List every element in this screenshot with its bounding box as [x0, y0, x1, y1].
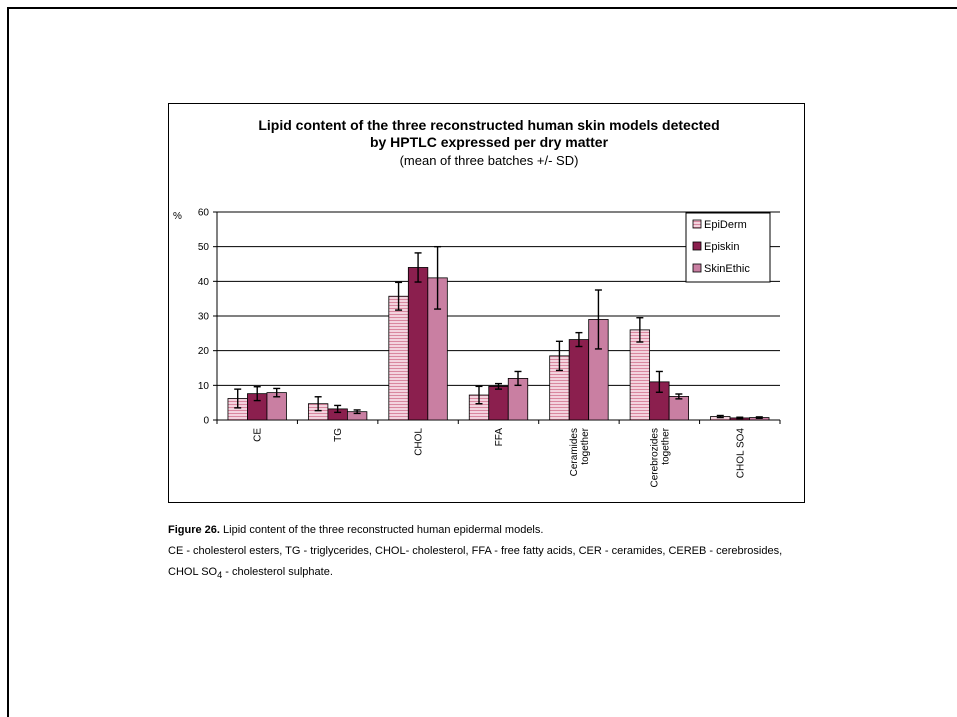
slide-frame: Lipid content of the three reconstructed… [7, 7, 957, 717]
bar-skinethic [668, 396, 690, 421]
y-tick-label: 30 [198, 312, 210, 323]
legend-swatch [692, 219, 702, 229]
y-axis-label: % [173, 211, 182, 222]
bar-epiderm [388, 295, 409, 421]
x-category-label: FFA [494, 428, 505, 447]
bar-episkin [488, 385, 509, 421]
x-category-label: Ceramidestogether [569, 427, 591, 476]
x-category-label: CHOL SO4 [735, 428, 746, 479]
y-tick-label: 50 [198, 242, 210, 253]
chart-title-line-2: by HPTLC expressed per dry matter [370, 134, 609, 150]
legend-label: EpiDerm [704, 219, 747, 231]
y-tick-label: 40 [198, 277, 210, 288]
chart-subtitle: (mean of three batches +/- SD) [400, 153, 579, 168]
chart-title-line-1: Lipid content of the three reconstructed… [258, 117, 719, 133]
y-tick-label: 0 [203, 416, 209, 427]
legend-label: Episkin [704, 241, 739, 253]
caption-subscript: 4 [217, 570, 223, 581]
bar-chart: Lipid content of the three reconstructed… [173, 117, 781, 487]
figure-title-text: Lipid content of the three reconstructed… [219, 524, 544, 536]
legend: EpiDerm Episkin SkinEthic [685, 212, 771, 283]
y-tick-label: 60 [198, 208, 210, 219]
caption-chol-so: CHOL SO [168, 566, 218, 578]
caption-abbreviations: CE - cholesterol esters, TG - triglyceri… [168, 545, 783, 557]
plot-area: 0 10 20 30 40 50 60 CE TG CHOL FFA Ceramidestogethe… [198, 208, 781, 487]
y-tick-label: 20 [198, 346, 210, 357]
bar-episkin [568, 339, 590, 421]
figure-caption: Figure 26. Lipid content of the three re… [168, 520, 928, 586]
legend-label: SkinEthic [704, 263, 750, 275]
bar-episkin [407, 267, 429, 421]
caption-line-1: Figure 26. Lipid content of the three re… [168, 520, 928, 541]
bar-epiderm [629, 329, 651, 421]
caption-line-3: CHOL SO4 - cholesterol sulphate. [168, 562, 928, 586]
caption-chol-so-text: - cholesterol sulphate. [222, 566, 333, 578]
x-category-label: TG [333, 428, 344, 442]
x-category-label: CE [253, 428, 264, 442]
chart-frame: Lipid content of the three reconstructed… [168, 103, 805, 503]
legend-swatch [692, 263, 702, 273]
y-tick-label: 10 [198, 381, 210, 392]
legend-swatch [692, 241, 702, 251]
figure-label: Figure 26. [168, 524, 220, 536]
x-category-label: CHOL [414, 428, 425, 456]
x-category-label: Cerebrozidestogether [649, 427, 671, 487]
